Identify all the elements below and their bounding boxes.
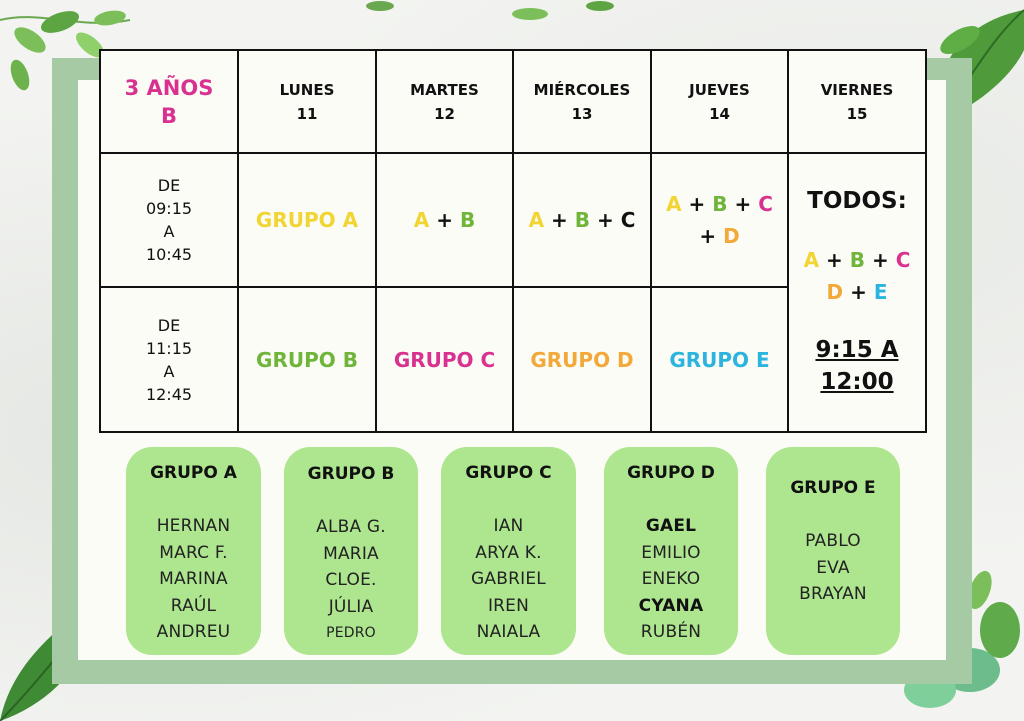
time-slot-2: DE 11:15 A 12:45 xyxy=(100,287,238,432)
header-row: 3 AÑOS B LUNES 11 MARTES 12 MIÉRCOLES 13… xyxy=(100,50,926,153)
cell-miercoles-slot1: A + B + C xyxy=(513,153,651,287)
day-header-martes: MARTES 12 xyxy=(376,50,513,153)
cell-martes-slot1: A + B xyxy=(376,153,513,287)
time-slot-1: DE 09:15 A 10:45 xyxy=(100,153,238,287)
group-card-e: GRUPO E PABLO EVA BRAYAN xyxy=(766,447,900,655)
cell-jueves-slot2: GRUPO E xyxy=(651,287,788,432)
group-card-c: GRUPO C IAN ARYA K. GABRIEL IREN NAIALA xyxy=(441,447,576,655)
schedule-table: 3 AÑOS B LUNES 11 MARTES 12 MIÉRCOLES 13… xyxy=(99,49,927,433)
cell-lunes-slot2: GRUPO B xyxy=(238,287,376,432)
day-header-viernes: VIERNES 15 xyxy=(788,50,926,153)
member-list: HERNAN MARC F. MARINA RAÚL ANDREU xyxy=(126,513,261,646)
group-card-a: GRUPO A HERNAN MARC F. MARINA RAÚL ANDRE… xyxy=(126,447,261,655)
day-header-lunes: LUNES 11 xyxy=(238,50,376,153)
cell-martes-slot2: GRUPO C xyxy=(376,287,513,432)
member-list: ALBA G. MARIA CLOE. JÚLIA PEDRO xyxy=(284,514,418,647)
cell-miercoles-slot2: GRUPO D xyxy=(513,287,651,432)
class-label: 3 AÑOS B xyxy=(100,50,238,153)
member-list: PABLO EVA BRAYAN xyxy=(766,528,900,608)
cell-lunes-slot1: GRUPO A xyxy=(238,153,376,287)
slot-row-1: DE 09:15 A 10:45 GRUPO A A + B A + B + C… xyxy=(100,153,926,287)
cell-jueves-slot1: A + B + C + D xyxy=(651,153,788,287)
member-list: GAEL EMILIO ENEKO CYANA RUBÉN xyxy=(604,513,738,646)
member-list: IAN ARYA K. GABRIEL IREN NAIALA xyxy=(441,513,576,646)
group-card-d: GRUPO D GAEL EMILIO ENEKO CYANA RUBÉN xyxy=(604,447,738,655)
leaf-icon xyxy=(360,0,660,30)
group-card-b: GRUPO B ALBA G. MARIA CLOE. JÚLIA PEDRO xyxy=(284,447,418,655)
day-header-jueves: JUEVES 14 xyxy=(651,50,788,153)
cell-viernes-todos: TODOS: A + B + C D + E 9:15 A 12:00 xyxy=(788,153,926,432)
day-header-miercoles: MIÉRCOLES 13 xyxy=(513,50,651,153)
